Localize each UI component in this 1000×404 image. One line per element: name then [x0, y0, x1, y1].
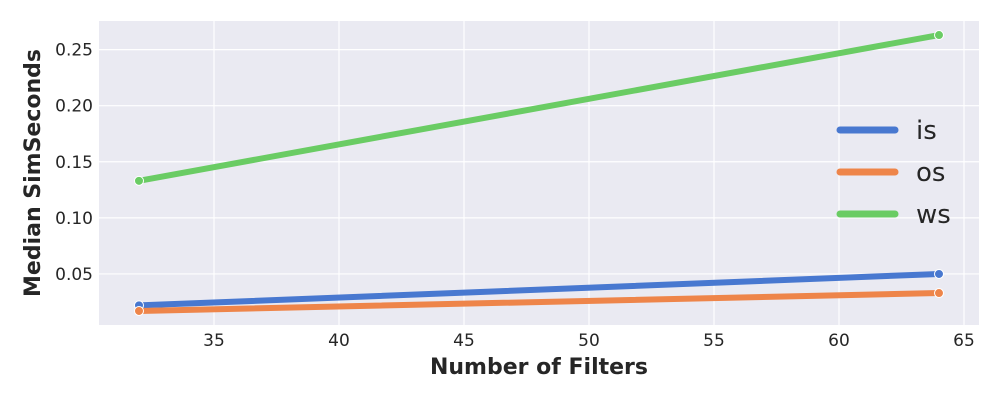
legend: is os ws [836, 116, 951, 230]
x-tick-label: 55 [703, 331, 725, 351]
series-lines [134, 30, 944, 316]
x-tick-label: 60 [828, 331, 850, 351]
y-axis-label: Median SimSeconds [21, 49, 46, 297]
x-tick-label: 50 [578, 331, 600, 351]
data-point-os [934, 288, 944, 299]
x-tick-label: 35 [203, 331, 225, 351]
legend-label-ws: ws [916, 200, 951, 230]
x-tick-label: 65 [953, 331, 975, 351]
data-point-ws [134, 175, 144, 186]
series-line-is [136, 270, 942, 309]
tick-labels: 35 40 45 50 55 60 65 0.05 0.10 0.15 0.20 0.25 [55, 41, 975, 351]
data-point-is [934, 268, 944, 279]
legend-label-os: os [916, 158, 945, 188]
y-tick-label: 0.15 [55, 153, 93, 173]
y-tick-label: 0.05 [55, 265, 93, 285]
series-line-os [136, 290, 942, 314]
y-tick-label: 0.25 [55, 41, 93, 61]
x-axis-label: Number of Filters [430, 355, 648, 380]
y-tick-label: 0.10 [55, 209, 93, 229]
x-tick-label: 45 [453, 331, 475, 351]
data-point-ws [934, 30, 944, 41]
y-tick-label: 0.20 [55, 97, 93, 117]
data-point-os [134, 305, 144, 316]
x-tick-label: 40 [328, 331, 350, 351]
series-line-ws [136, 32, 942, 184]
legend-label-is: is [916, 116, 937, 146]
